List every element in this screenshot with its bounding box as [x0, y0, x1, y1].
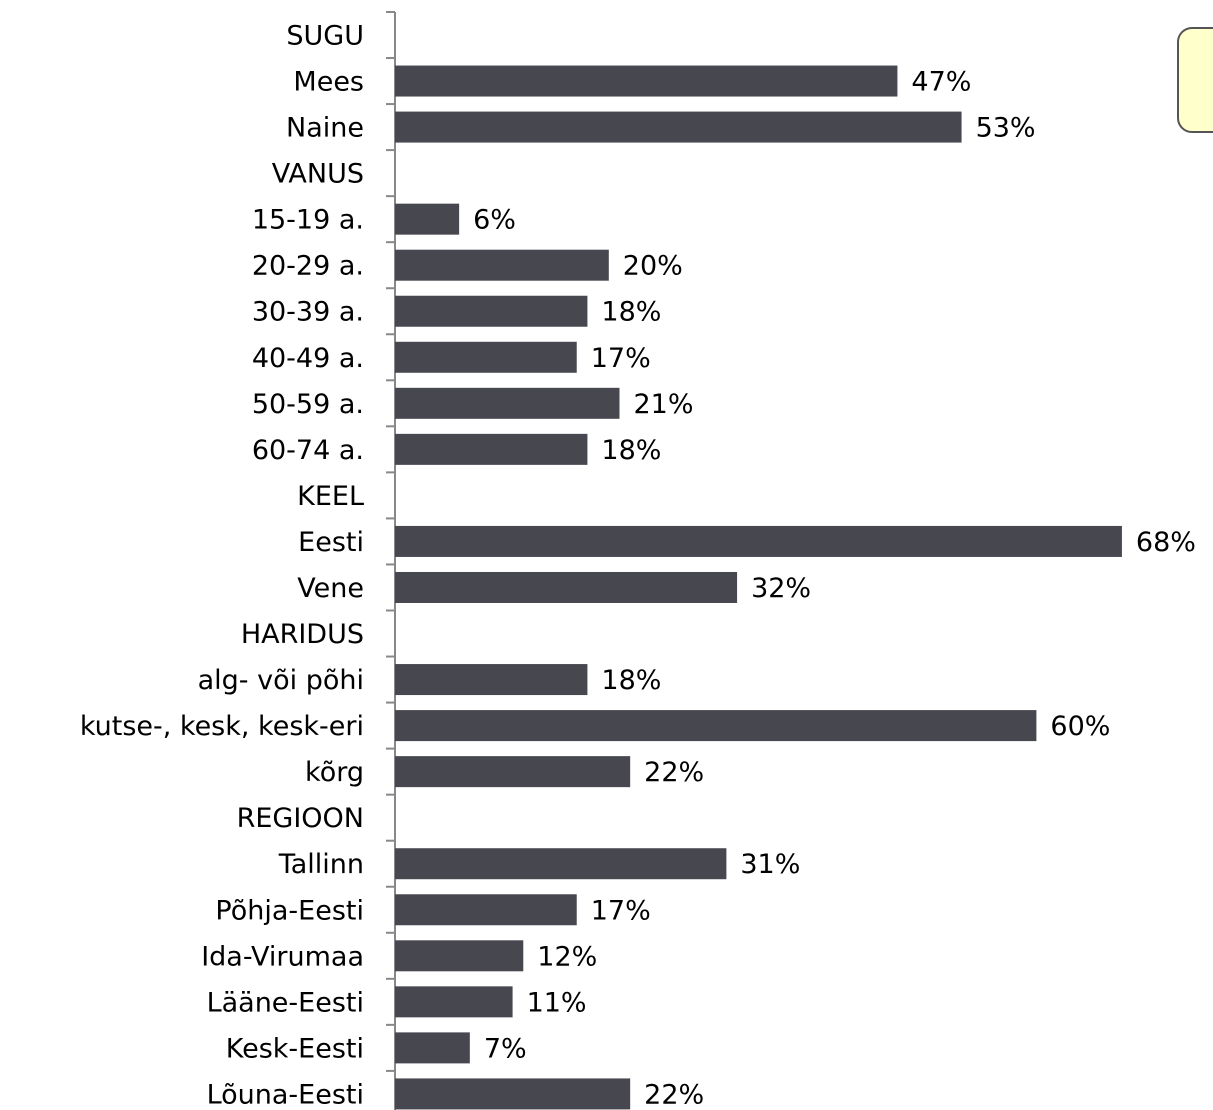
category-label: Mees	[293, 67, 364, 98]
bar	[395, 986, 513, 1018]
bar	[395, 341, 577, 373]
value-label: 7%	[484, 1033, 527, 1064]
value-label: 17%	[591, 895, 651, 926]
bar	[395, 1032, 470, 1064]
bar	[395, 111, 962, 143]
value-label: 21%	[633, 389, 693, 420]
bar	[395, 65, 898, 97]
value-label: 32%	[751, 573, 811, 604]
category-label: Naine	[286, 113, 364, 144]
bar	[395, 433, 588, 465]
category-label: Ida-Virumaa	[201, 941, 364, 972]
category-label: VANUS	[272, 159, 364, 190]
category-label: HARIDUS	[241, 619, 364, 650]
category-label: KEEL	[297, 481, 364, 512]
category-label: 20-29 a.	[252, 251, 364, 282]
category-label: alg- või põhi	[198, 665, 364, 696]
bar	[395, 387, 620, 419]
value-label: 18%	[601, 297, 661, 328]
bar	[395, 295, 588, 327]
value-label: 31%	[740, 849, 800, 880]
category-label: 30-39 a.	[252, 297, 364, 328]
value-label: 53%	[976, 113, 1036, 144]
category-label: 50-59 a.	[252, 389, 364, 420]
bar	[395, 525, 1122, 557]
value-label: 22%	[644, 757, 704, 788]
category-label: REGIOON	[237, 803, 364, 834]
category-label: Eesti	[298, 527, 364, 558]
bar	[395, 664, 588, 696]
value-label: 60%	[1050, 711, 1110, 742]
value-label: 18%	[601, 665, 661, 696]
bar	[395, 848, 727, 880]
value-label: 22%	[644, 1079, 704, 1110]
bar	[395, 203, 460, 235]
legend-box	[1177, 27, 1213, 133]
bar	[395, 710, 1037, 742]
value-label: 17%	[591, 343, 651, 374]
category-label: Tallinn	[278, 849, 364, 880]
bar	[395, 940, 524, 972]
category-label: 60-74 a.	[252, 435, 364, 466]
category-label: 15-19 a.	[252, 205, 364, 236]
value-label: 18%	[601, 435, 661, 466]
value-label: 6%	[473, 205, 516, 236]
bar	[395, 756, 631, 788]
bar	[395, 894, 577, 926]
bar	[395, 571, 738, 603]
category-label: kutse-, kesk, kesk-eri	[80, 711, 364, 742]
value-label: 47%	[911, 67, 971, 98]
category-label: Kesk-Eesti	[226, 1033, 364, 1064]
value-label: 68%	[1136, 527, 1196, 558]
value-label: 11%	[527, 987, 587, 1018]
category-label: kõrg	[305, 757, 364, 788]
bar	[395, 249, 609, 281]
category-label: Lõuna-Eesti	[207, 1079, 364, 1110]
category-label: 40-49 a.	[252, 343, 364, 374]
bar	[395, 1078, 631, 1110]
category-label: Põhja-Eesti	[215, 895, 364, 926]
value-label: 20%	[623, 251, 683, 282]
category-label: SUGU	[286, 21, 364, 52]
category-label: Vene	[297, 573, 364, 604]
value-label: 12%	[537, 941, 597, 972]
category-label: Lääne-Eesti	[207, 987, 364, 1018]
